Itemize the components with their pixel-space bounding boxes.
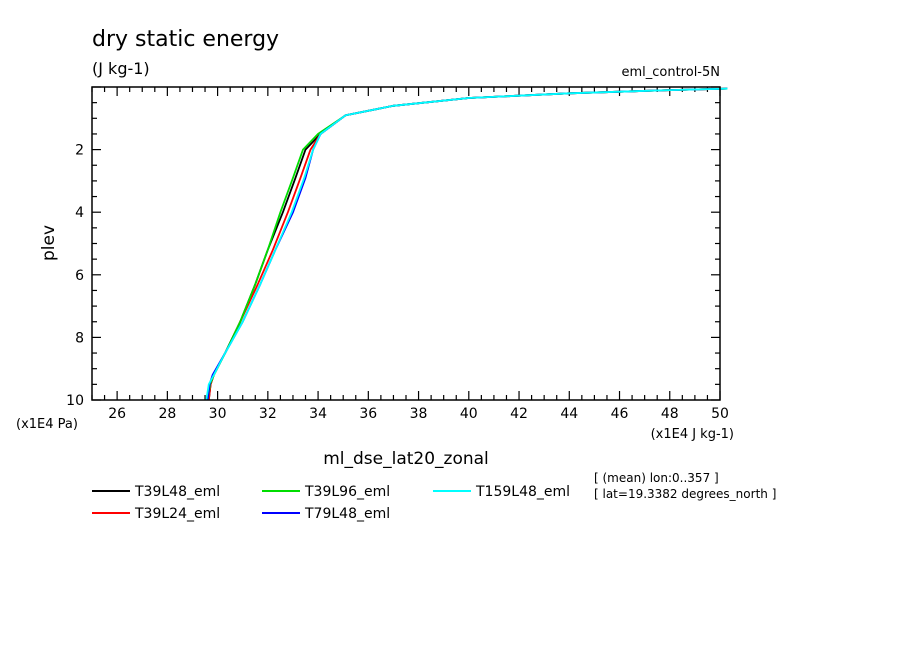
y-axis-units: (x1E4 Pa): [16, 417, 78, 432]
legend-label: T39L96_eml: [304, 484, 390, 500]
x-tick-label: 32: [259, 406, 277, 422]
series-line-t39l48-eml: [207, 87, 728, 401]
x-tick-label: 44: [560, 406, 578, 422]
x-tick-label: 28: [158, 406, 176, 422]
y-axis-title: plev: [39, 225, 59, 261]
y-tick-label: 6: [75, 268, 84, 284]
legend-label: T39L24_eml: [134, 506, 220, 522]
x-tick-label: 48: [661, 406, 679, 422]
x-axis-title: ml_dse_lat20_zonal: [323, 449, 489, 469]
legend-label: T159L48_eml: [475, 484, 570, 500]
plot-area: [205, 87, 728, 401]
x-tick-label: 46: [611, 406, 629, 422]
legend: T39L48_eml T39L24_eml T39L96_eml T79L48_eml…: [92, 484, 570, 522]
data-series: [205, 87, 728, 401]
series-line-t79l48-eml: [206, 87, 728, 401]
x-tick-label: 38: [410, 406, 428, 422]
x-tick-label: 26: [108, 406, 126, 422]
chart-units: (J kg-1): [92, 59, 150, 78]
note-lat: [ lat=19.3382 degrees_north ]: [594, 487, 776, 501]
series-line-t159l48-eml: [205, 87, 728, 401]
series-line-t39l24-eml: [207, 87, 728, 401]
y-tick-label: 10: [66, 393, 84, 409]
note-mean-lon: [ (mean) lon:0..357 ]: [594, 471, 719, 485]
axis-ticks: [91, 86, 721, 401]
x-tick-label: 34: [309, 406, 327, 422]
x-axis-units: (x1E4 J kg-1): [651, 427, 734, 442]
y-tick-label: 2: [75, 143, 84, 159]
plot-frame: [91, 86, 721, 401]
x-tick-label: 36: [359, 406, 377, 422]
x-tick-label: 40: [460, 406, 478, 422]
x-tick-label: 50: [711, 406, 729, 422]
x-tick-label: 42: [510, 406, 528, 422]
experiment-label: eml_control-5N: [621, 65, 720, 80]
y-tick-label: 4: [75, 205, 84, 221]
chart-title: dry static energy: [92, 27, 279, 52]
legend-label: T39L48_eml: [134, 484, 220, 500]
x-tick-label: 30: [209, 406, 227, 422]
y-tick-label: 8: [75, 330, 84, 346]
series-line-t39l96-eml: [206, 87, 728, 401]
legend-label: T79L48_eml: [304, 506, 390, 522]
